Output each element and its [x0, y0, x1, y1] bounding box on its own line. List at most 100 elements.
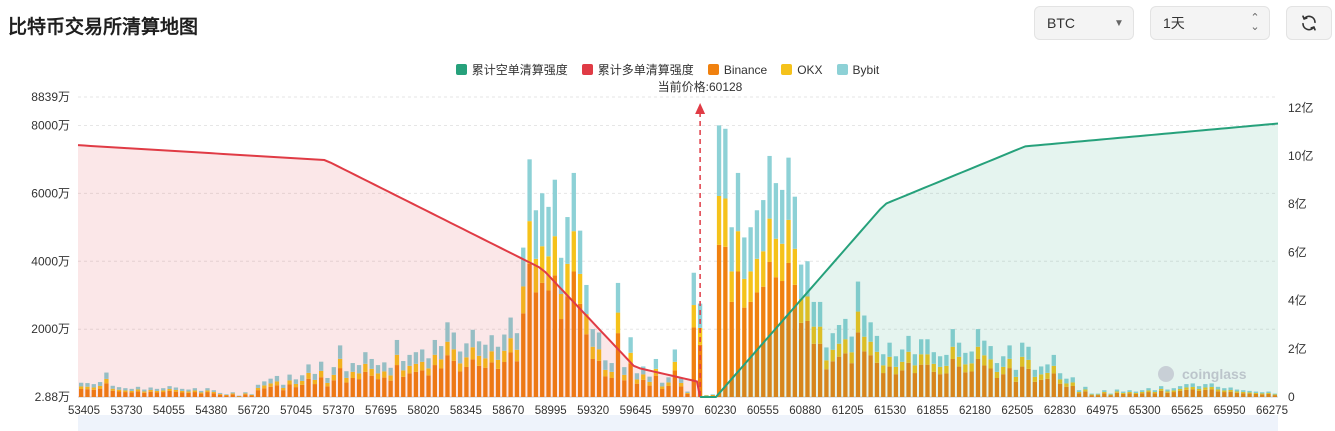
period-select[interactable]: 1天 ⌃ ⌄: [1150, 6, 1270, 40]
bar-bybit: [1165, 389, 1170, 392]
bar-okx: [609, 371, 614, 378]
bar-bybit: [1253, 391, 1259, 393]
bar-bybit: [508, 317, 513, 339]
bar-binance: [653, 375, 659, 397]
x-tick-label: 53405: [68, 405, 100, 417]
bar-bybit: [552, 179, 557, 237]
bar-okx: [262, 385, 267, 389]
bar-okx: [887, 356, 892, 367]
bar-bybit: [1114, 389, 1120, 392]
y-right-tick-label: 2亿: [1288, 341, 1307, 356]
bar-okx: [742, 278, 747, 308]
bar-okx: [704, 395, 709, 396]
bar-binance: [1241, 393, 1246, 397]
bar-binance: [521, 313, 526, 397]
refresh-button[interactable]: [1286, 6, 1332, 40]
bar-bybit: [116, 387, 122, 390]
bar-okx: [483, 358, 488, 368]
bar-binance: [243, 394, 248, 397]
bar-okx: [1070, 382, 1075, 386]
bar-bybit: [331, 367, 336, 375]
legend-swatch: [781, 64, 793, 75]
bar-bybit: [401, 361, 406, 371]
bar-binance: [161, 392, 166, 397]
x-tick-label: 61530: [874, 405, 906, 417]
y-left-tick-label: 2000万: [31, 322, 70, 336]
bar-okx: [1159, 388, 1164, 391]
bar-bybit: [893, 356, 899, 367]
bar-okx: [1133, 392, 1139, 394]
bar-okx: [565, 263, 570, 297]
bar-bybit: [1102, 390, 1107, 392]
bar-bybit: [344, 371, 349, 378]
bar-okx: [849, 352, 854, 364]
bar-okx: [1184, 387, 1189, 390]
bar-bybit: [1001, 356, 1006, 367]
bar-okx: [634, 379, 640, 384]
bar-binance: [104, 383, 109, 397]
legend-item[interactable]: 累计空单清算强度: [455, 61, 568, 78]
bar-binance: [154, 392, 160, 397]
bar-binance: [780, 281, 785, 397]
bar-okx: [975, 346, 981, 359]
x-tick-label: 59320: [577, 405, 609, 417]
y-right-tick-label: 6亿: [1288, 244, 1307, 259]
x-tick-label: 54380: [195, 405, 227, 417]
bar-binance: [577, 303, 583, 397]
bar-binance: [274, 385, 280, 397]
x-tick-label: 65300: [1129, 405, 1161, 417]
bar-bybit: [881, 354, 886, 366]
bar-okx: [236, 395, 242, 397]
bar-bybit: [243, 392, 248, 394]
bar-bybit: [1228, 387, 1233, 390]
bar-bybit: [451, 332, 456, 350]
bar-binance: [388, 380, 393, 397]
x-axis-scroll-bar[interactable]: [78, 415, 1278, 431]
bar-bybit: [85, 383, 90, 387]
bar-bybit: [975, 329, 981, 347]
long-cumulative-line: [77, 144, 702, 398]
bar-binance: [799, 322, 804, 397]
legend-item[interactable]: Binance: [707, 61, 767, 78]
bar-bybit: [1095, 393, 1101, 395]
bar-binance: [331, 380, 336, 397]
bar-binance: [413, 371, 419, 397]
legend-item[interactable]: Bybit: [836, 61, 879, 78]
bar-binance: [1108, 395, 1113, 397]
legend-item[interactable]: OKX: [781, 61, 823, 78]
bar-okx: [420, 361, 425, 371]
bar-okx: [761, 251, 766, 287]
bar-bybit: [79, 382, 84, 387]
bar-bybit: [1209, 383, 1214, 387]
bar-binance: [1177, 390, 1183, 397]
bar-bybit: [167, 386, 172, 389]
bar-binance: [1196, 390, 1202, 397]
symbol-select[interactable]: BTC ▼: [1034, 6, 1134, 40]
bar-bybit: [969, 351, 974, 364]
bar-okx: [1241, 391, 1246, 394]
bar-binance: [559, 319, 564, 397]
bar-bybit: [1222, 388, 1227, 391]
bar-bybit: [1057, 373, 1063, 380]
y-left-tick-label: 8839万: [31, 90, 70, 104]
current-price-label: 当前价格:60128: [657, 80, 743, 94]
bar-binance: [1121, 393, 1126, 397]
bar-bybit: [1007, 345, 1012, 359]
x-tick-label: 60880: [789, 405, 821, 417]
bar-bybit: [660, 382, 665, 387]
bar-okx: [514, 349, 520, 362]
bar-okx: [647, 381, 652, 386]
bar-okx: [211, 391, 216, 394]
bar-okx: [843, 339, 848, 354]
bar-binance: [887, 366, 892, 397]
x-tick-label: 62505: [1001, 405, 1033, 417]
bar-bybit: [1146, 388, 1151, 391]
bar-okx: [508, 338, 513, 353]
bar-bybit: [306, 364, 311, 373]
bar-bybit: [931, 352, 936, 364]
bar-bybit: [748, 227, 753, 272]
legend-item[interactable]: 累计多单清算强度: [581, 61, 694, 78]
bar-okx: [584, 314, 589, 335]
bar-okx: [413, 363, 419, 372]
bar-bybit: [211, 390, 216, 392]
